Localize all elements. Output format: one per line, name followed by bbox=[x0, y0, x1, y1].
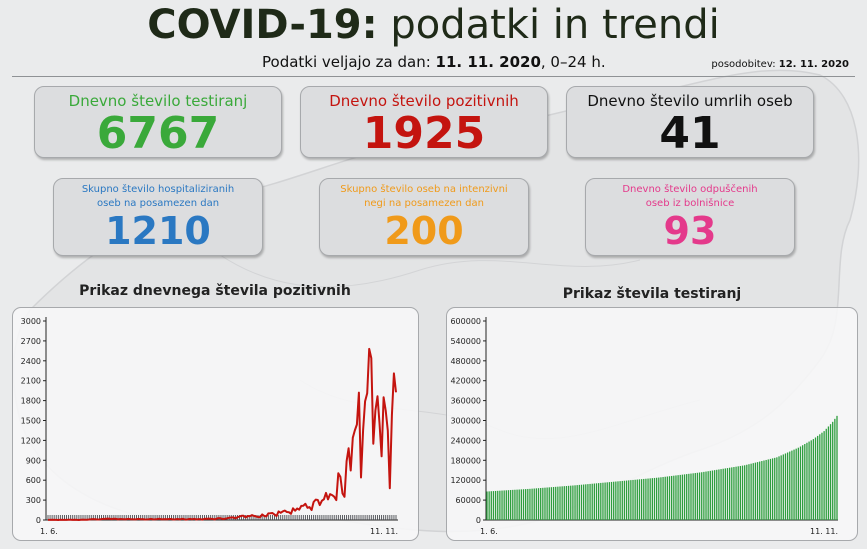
date-line: Podatki veljajo za dan: 11. 11. 2020, 0–… bbox=[262, 53, 606, 71]
positive-chart-panel bbox=[12, 307, 419, 541]
y-tick-label: 480000 bbox=[450, 357, 481, 366]
y-tick-label: 1200 bbox=[21, 436, 41, 445]
positive-series-line bbox=[48, 347, 397, 521]
update-info: posodobitev: 12. 11. 2020 bbox=[711, 59, 849, 70]
header-divider bbox=[12, 76, 855, 77]
y-tick-label: 2100 bbox=[21, 377, 41, 386]
y-tick-label: 300000 bbox=[450, 417, 481, 426]
card-intensive-care: Skupno število oseb na intenzivni negi n… bbox=[319, 178, 529, 256]
card-daily-deaths: Dnevno število umrlih oseb 41 bbox=[566, 86, 814, 158]
title-light: podatki in trendi bbox=[390, 2, 720, 48]
y-tick-label: 180000 bbox=[450, 456, 481, 465]
card-value: 6767 bbox=[96, 108, 220, 159]
y-tick-label: 1500 bbox=[21, 417, 41, 426]
page-title: COVID-19: podatki in trendi bbox=[0, 2, 867, 48]
card-label: Dnevno število testiranj bbox=[68, 92, 248, 110]
y-tick-label: 600 bbox=[26, 476, 41, 485]
card-daily-positive: Dnevno število pozitivnih 1925 bbox=[300, 86, 548, 158]
y-tick-label: 1800 bbox=[21, 397, 41, 406]
card-discharged: Dnevno število odpuščenih oseb iz bolniš… bbox=[585, 178, 795, 256]
card-label: Dnevno število umrlih oseb bbox=[587, 92, 793, 110]
card-value: 1210 bbox=[105, 209, 211, 253]
update-date: 12. 11. 2020 bbox=[778, 59, 849, 70]
card-label-line-1: Skupno število hospitaliziranih bbox=[81, 184, 235, 195]
card-label-line-2: oseb iz bolnišnice bbox=[645, 198, 735, 209]
card-hospitalized: Skupno število hospitaliziranih oseb na … bbox=[53, 178, 263, 256]
card-value: 41 bbox=[659, 108, 721, 159]
y-tick-label: 360000 bbox=[450, 397, 481, 406]
x-tick-label-start: 1. 6. bbox=[480, 527, 498, 536]
card-label-line-1: Skupno število oseb na intenzivni bbox=[340, 184, 508, 195]
card-label-line-1: Dnevno število odpuščenih bbox=[622, 184, 758, 195]
card-daily-tests: Dnevno število testiranj 6767 bbox=[34, 86, 282, 158]
y-tick-label: 600000 bbox=[450, 317, 481, 326]
y-tick-label: 2700 bbox=[21, 337, 41, 346]
card-label-line-2: negi na posamezen dan bbox=[364, 198, 484, 209]
card-value: 93 bbox=[663, 209, 717, 253]
update-label: posodobitev: bbox=[711, 59, 776, 70]
card-label-line-2: oseb na posamezen dan bbox=[96, 198, 220, 209]
positive-chart-title: Prikaz dnevnega števila pozitivnih bbox=[79, 283, 351, 299]
card-value: 1925 bbox=[362, 108, 486, 159]
y-tick-label: 2400 bbox=[21, 357, 41, 366]
card-value: 200 bbox=[384, 209, 464, 253]
y-tick-label: 300 bbox=[26, 496, 41, 505]
y-tick-label: 0 bbox=[476, 516, 481, 525]
card-label: Dnevno število pozitivnih bbox=[329, 92, 519, 110]
y-tick-label: 120000 bbox=[450, 476, 481, 485]
x-tick-label-start: 1. 6. bbox=[40, 527, 58, 536]
y-tick-label: 420000 bbox=[450, 377, 481, 386]
y-tick-label: 3000 bbox=[21, 317, 41, 326]
y-tick-label: 240000 bbox=[450, 436, 481, 445]
date-prefix: Podatki veljajo za dan: bbox=[262, 53, 431, 71]
report-date: 11. 11. 2020 bbox=[435, 53, 541, 71]
title-bold: COVID-19: bbox=[147, 2, 378, 48]
date-suffix: , 0–24 h. bbox=[540, 53, 606, 71]
y-tick-label: 0 bbox=[36, 516, 41, 525]
y-tick-label: 540000 bbox=[450, 337, 481, 346]
x-tick-label-end: 11. 11. bbox=[810, 527, 838, 536]
tests-chart-title: Prikaz števila testiranj bbox=[562, 286, 742, 302]
tests-chart: 0 60000 120000 180000 240000 300000 360000 4200… bbox=[450, 317, 838, 536]
y-tick-label: 60000 bbox=[456, 496, 481, 505]
y-tick-label: 900 bbox=[26, 456, 41, 465]
positive-chart: 0 300 600 900 1200 1500 1800 2100 2400 2700 3000 1.… bbox=[21, 317, 398, 536]
x-tick-label-end: 11. 11. bbox=[370, 527, 398, 536]
